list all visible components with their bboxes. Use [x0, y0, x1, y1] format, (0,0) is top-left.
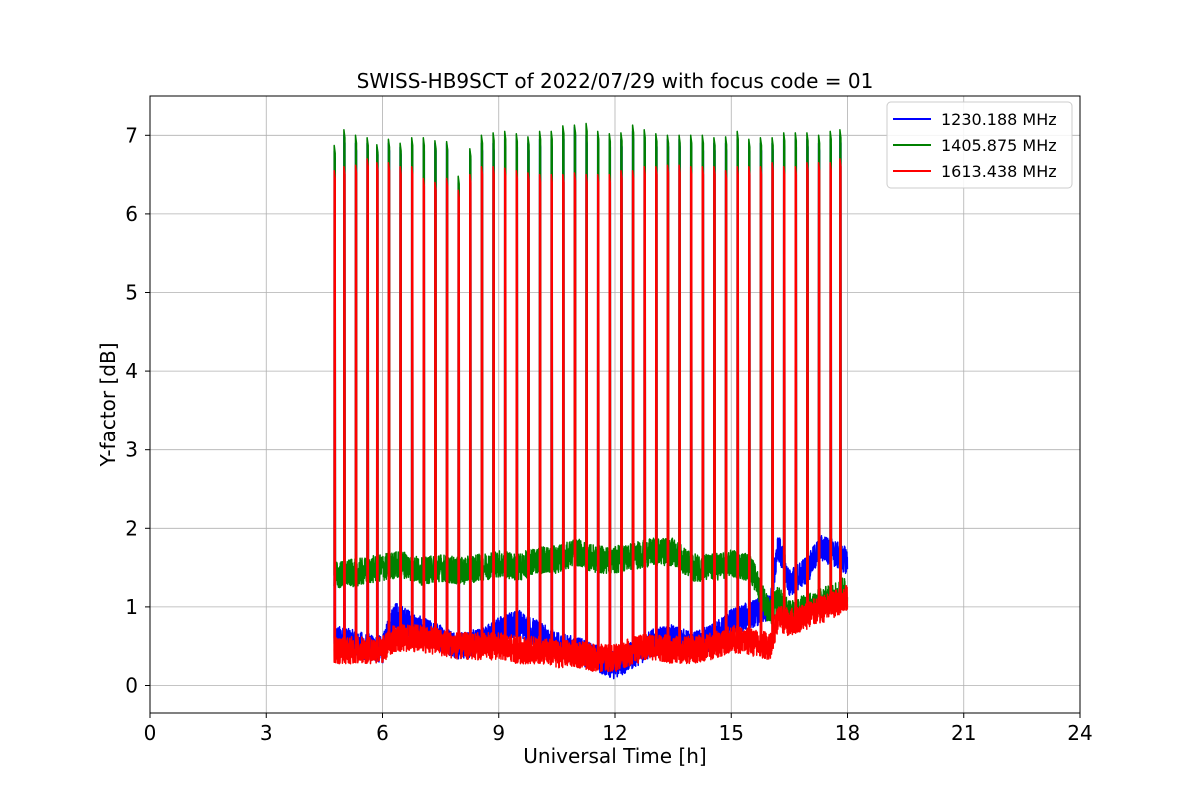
y-tick-label: 7	[125, 123, 138, 147]
x-tick-label: 18	[835, 721, 860, 745]
x-tick-label: 15	[719, 721, 744, 745]
x-tick-label: 6	[376, 721, 389, 745]
series-line-3	[333, 158, 849, 673]
legend-label: 1405.875 MHz	[941, 136, 1057, 155]
y-tick-label: 4	[125, 359, 138, 383]
x-axis-label: Universal Time [h]	[523, 744, 706, 768]
chart-title: SWISS-HB9SCT of 2022/07/29 with focus co…	[357, 69, 874, 93]
x-tick-label: 24	[1067, 721, 1092, 745]
x-tick-label: 12	[602, 721, 627, 745]
legend-box	[886, 101, 1073, 189]
legend-label: 1613.438 MHz	[941, 162, 1057, 181]
y-tick-label: 1	[125, 595, 138, 619]
legend-label: 1230.188 MHz	[941, 110, 1057, 129]
y-tick-label: 5	[125, 280, 138, 304]
y-tick-label: 0	[125, 673, 138, 697]
series-layer	[333, 122, 849, 680]
y-tick-label: 3	[125, 438, 138, 462]
x-tick-label: 21	[951, 721, 976, 745]
y-tick-label: 6	[125, 202, 138, 226]
x-tick-label: 9	[492, 721, 505, 745]
x-tick-label: 0	[144, 721, 157, 745]
legend: 1230.188 MHz 1405.875 MHz 1613.438 MHz	[886, 101, 1073, 189]
y-tick-label: 2	[125, 516, 138, 540]
y-axis-label: Y-factor [dB]	[96, 342, 120, 467]
x-tick-label: 3	[260, 721, 273, 745]
